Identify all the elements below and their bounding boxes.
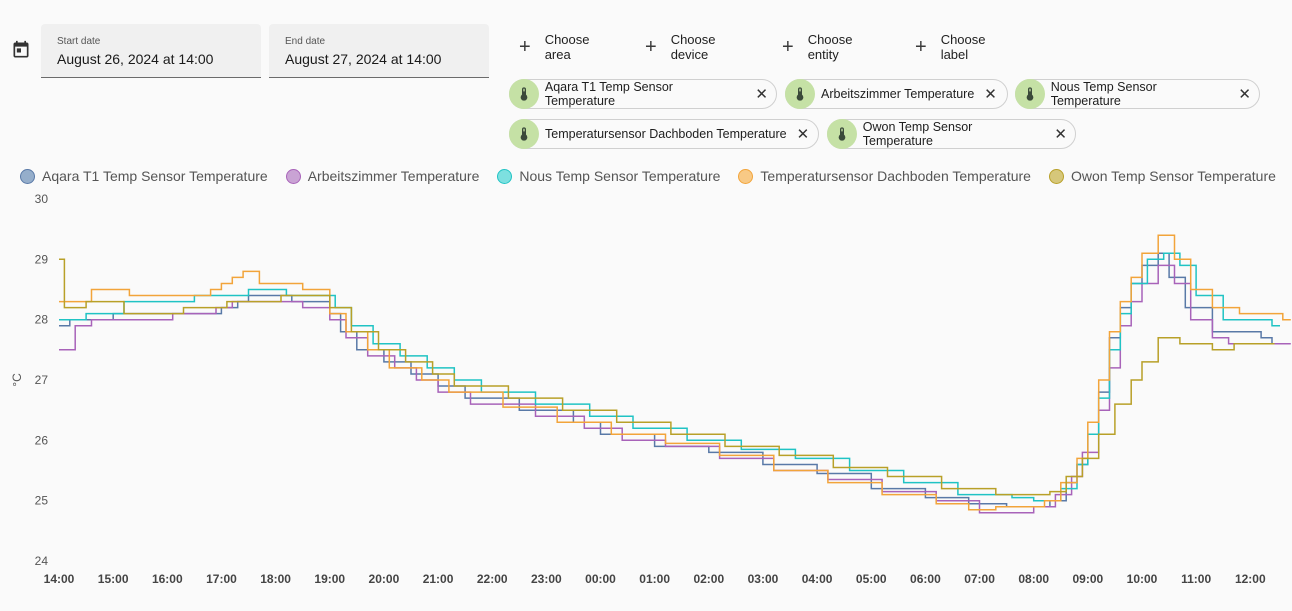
x-tick-label: 05:00 — [856, 572, 887, 586]
close-icon[interactable]: ✕ — [796, 126, 810, 143]
close-icon[interactable]: ✕ — [984, 86, 997, 103]
y-axis-label: °C — [10, 373, 24, 387]
x-tick-label: 03:00 — [748, 572, 779, 586]
plus-icon: + — [782, 36, 794, 58]
start-date-label: Start date — [57, 36, 101, 47]
entity-chip-nous[interactable]: Nous Temp Sensor Temperature ✕ — [1015, 79, 1260, 109]
x-tick-label: 10:00 — [1127, 572, 1158, 586]
x-tick-label: 01:00 — [639, 572, 670, 586]
legend-item-arbeitszimmer[interactable]: Arbeitszimmer Temperature — [285, 168, 480, 184]
x-tick-label: 02:00 — [693, 572, 724, 586]
entity-chip-label: Nous Temp Sensor Temperature — [1050, 80, 1157, 108]
legend-swatch — [20, 168, 35, 184]
start-date-field[interactable]: Start date August 26, 2024 at 14:00 — [41, 24, 261, 78]
legend-item-owon[interactable]: Owon Temp Sensor Temperature — [1048, 168, 1276, 184]
plus-icon: + — [915, 36, 927, 58]
y-tick-label: 26 — [35, 433, 49, 447]
x-tick-label: 00:00 — [585, 572, 616, 586]
legend-item-aqara[interactable]: Aqara T1 Temp Sensor Temperature — [20, 168, 268, 184]
y-tick-label: 27 — [35, 373, 49, 387]
entity-chip-label: Arbeitszimmer Temperature — [821, 87, 975, 101]
legend-swatch — [497, 168, 513, 184]
x-tick-label: 15:00 — [98, 572, 129, 586]
chart-legend: Aqara T1 Temp Sensor Temperature Arbeits… — [20, 168, 1292, 184]
plus-icon: + — [519, 36, 531, 58]
x-tick-label: 19:00 — [314, 572, 345, 586]
entity-chip-label: Aqara T1 Temp Sensor Temperature — [544, 80, 673, 108]
y-tick-label: 29 — [35, 252, 49, 266]
close-icon[interactable]: ✕ — [1238, 86, 1251, 103]
x-tick-label: 17:00 — [206, 572, 237, 586]
x-tick-label: 07:00 — [964, 572, 995, 586]
close-icon[interactable]: ✕ — [755, 86, 768, 103]
x-tick-label: 18:00 — [260, 572, 291, 586]
choose-entity-label: Choose entity — [807, 32, 853, 62]
series-line-1[interactable] — [59, 264, 1291, 514]
calendar-icon[interactable] — [11, 40, 31, 60]
choose-device-button[interactable]: + Choose device — [635, 31, 765, 63]
y-tick-label: 28 — [35, 313, 49, 327]
legend-item-nous[interactable]: Nous Temp Sensor Temperature — [497, 168, 720, 184]
legend-label: Temperatursensor Dachboden Temperature — [760, 168, 1031, 184]
entity-chip-label: Owon Temp Sensor Temperature — [862, 120, 973, 148]
thermometer-icon — [785, 79, 815, 109]
choose-entity-button[interactable]: + Choose entity — [772, 31, 897, 63]
legend-swatch — [738, 168, 754, 184]
thermometer-icon — [1015, 79, 1045, 109]
legend-label: Nous Temp Sensor Temperature — [519, 168, 721, 184]
entity-chip-aqara[interactable]: Aqara T1 Temp Sensor Temperature ✕ — [509, 79, 777, 109]
x-tick-label: 12:00 — [1235, 572, 1266, 586]
choose-label-label: Choose label — [940, 32, 986, 62]
choose-area-button[interactable]: + Choose area — [509, 31, 627, 63]
x-tick-label: 11:00 — [1181, 572, 1211, 586]
series-line-3[interactable] — [59, 234, 1291, 511]
end-date-value: August 27, 2024 at 14:00 — [285, 51, 442, 67]
x-tick-label: 23:00 — [531, 572, 562, 586]
x-tick-label: 06:00 — [910, 572, 941, 586]
thermometer-icon — [509, 119, 539, 149]
entity-chip-arbeitszimmer[interactable]: Arbeitszimmer Temperature ✕ — [785, 79, 1008, 109]
x-tick-label: 20:00 — [369, 572, 400, 586]
entity-chip-label: Temperatursensor Dachboden Temperature — [545, 127, 787, 141]
choose-device-label: Choose device — [670, 32, 716, 62]
choose-label-button[interactable]: + Choose label — [905, 31, 1026, 63]
close-icon[interactable]: ✕ — [1054, 126, 1067, 143]
legend-label: Arbeitszimmer Temperature — [307, 168, 480, 184]
start-date-value: August 26, 2024 at 14:00 — [57, 51, 214, 67]
x-tick-label: 16:00 — [152, 572, 183, 586]
x-tick-label: 22:00 — [477, 572, 508, 586]
series-line-2[interactable] — [59, 252, 1280, 502]
x-tick-label: 14:00 — [44, 572, 75, 586]
x-tick-label: 04:00 — [802, 572, 833, 586]
legend-swatch — [285, 168, 301, 184]
legend-label: Owon Temp Sensor Temperature — [1070, 168, 1276, 184]
y-tick-label: 24 — [35, 554, 49, 568]
y-tick-label: 25 — [35, 494, 49, 508]
series-line-4[interactable] — [59, 258, 1275, 496]
legend-item-dachboden[interactable]: Temperatursensor Dachboden Temperature — [738, 168, 1031, 184]
thermometer-icon — [827, 119, 857, 149]
entity-chip-owon[interactable]: Owon Temp Sensor Temperature ✕ — [827, 119, 1076, 149]
choose-area-label: Choose area — [544, 32, 590, 62]
x-tick-label: 21:00 — [423, 572, 454, 586]
end-date-field[interactable]: End date August 27, 2024 at 14:00 — [269, 24, 489, 78]
entity-chip-dachboden[interactable]: Temperatursensor Dachboden Temperature ✕ — [509, 119, 819, 149]
thermometer-icon — [509, 79, 539, 109]
series-line-0[interactable] — [59, 252, 1280, 508]
legend-label: Aqara T1 Temp Sensor Temperature — [42, 168, 268, 184]
legend-swatch — [1048, 168, 1064, 184]
y-tick-label: 30 — [35, 192, 49, 206]
end-date-label: End date — [285, 36, 326, 47]
plus-icon: + — [645, 36, 657, 58]
x-tick-label: 09:00 — [1072, 572, 1103, 586]
x-tick-label: 08:00 — [1018, 572, 1049, 586]
